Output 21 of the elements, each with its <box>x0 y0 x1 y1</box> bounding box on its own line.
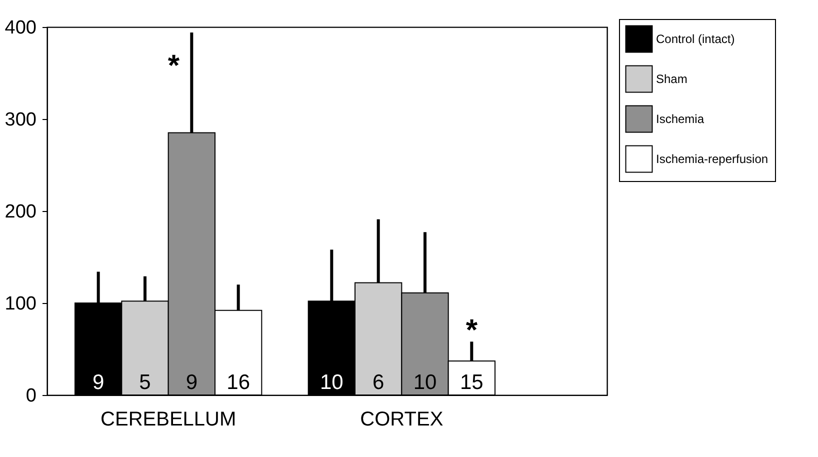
legend-label: Ischemia <box>656 112 704 126</box>
annotation: 5 <box>139 371 151 394</box>
y-tick-label: 100 <box>4 294 36 314</box>
legend-label: Ischemia-reperfusion <box>656 152 768 166</box>
y-tick-label: 0 <box>26 386 36 406</box>
annotation: 9 <box>186 371 198 394</box>
y-tick-label: 400 <box>4 18 36 38</box>
annotation: * <box>466 314 478 348</box>
y-tick-label: 200 <box>4 202 36 222</box>
annotation: 6 <box>372 371 384 394</box>
y-tick-label: 300 <box>4 110 36 130</box>
annotation: 16 <box>226 371 250 394</box>
x-tick-label: CEREBELLUM <box>100 408 236 430</box>
annotation: 10 <box>320 371 344 394</box>
legend-label: Control (intact) <box>656 32 735 46</box>
x-tick-label: CORTEX <box>360 408 444 430</box>
annotation: * <box>168 49 180 82</box>
annotation: 9 <box>92 371 104 394</box>
legend-label: Sham <box>656 72 688 86</box>
annotation: 10 <box>413 371 437 394</box>
annotation: 15 <box>460 371 484 394</box>
